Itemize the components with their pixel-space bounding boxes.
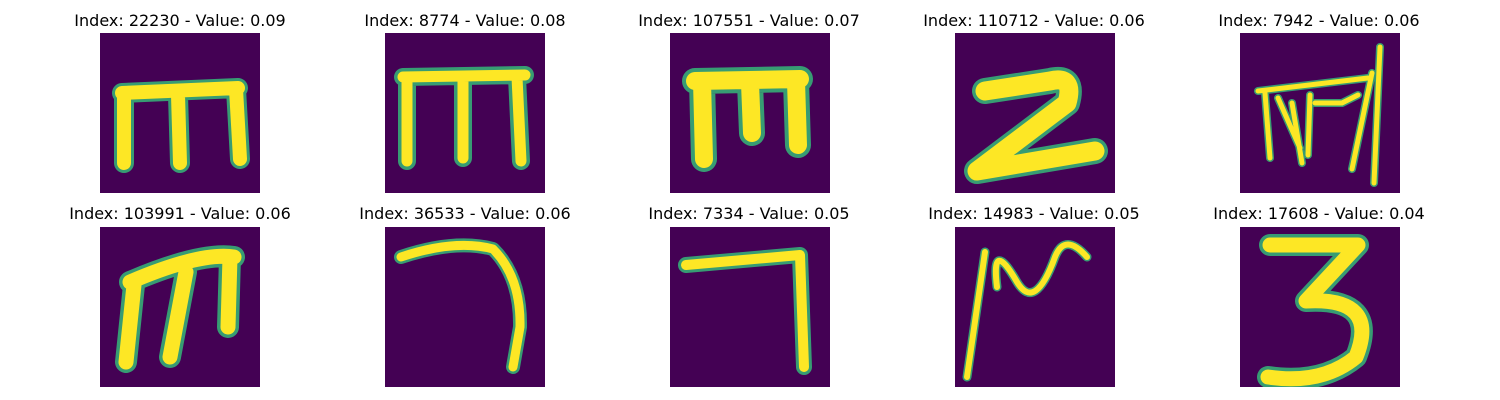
- panel-title: Index: 103991 - Value: 0.06: [69, 204, 291, 223]
- image-panel: [100, 33, 260, 193]
- panel-title: Index: 22230 - Value: 0.09: [74, 11, 286, 30]
- handwritten-3-image: [1257, 234, 1373, 387]
- image-panel: [670, 33, 830, 193]
- image-panel: [385, 227, 545, 387]
- panel-title: Index: 36533 - Value: 0.06: [359, 204, 571, 223]
- handwritten-7-image: [678, 247, 812, 375]
- panel-title: Index: 8774 - Value: 0.08: [364, 11, 566, 30]
- handwritten-n-image: [962, 240, 1092, 382]
- handwritten-m-image: [112, 78, 250, 173]
- panel-title: Index: 7942 - Value: 0.06: [1218, 11, 1420, 30]
- panel-title: Index: 14983 - Value: 0.05: [928, 204, 1140, 223]
- image-panel: [955, 227, 1115, 387]
- panel-title: Index: 7334 - Value: 0.05: [648, 204, 850, 223]
- panel-title: Index: 107551 - Value: 0.07: [638, 11, 860, 30]
- image-panel: [670, 227, 830, 387]
- image-panel: [1240, 227, 1400, 387]
- handwritten-m-image: [394, 66, 534, 170]
- handwritten-7-image: [394, 238, 528, 374]
- handwritten-m-image: [682, 66, 813, 172]
- image-panel: [385, 33, 545, 193]
- scribbled-m-image: [1254, 43, 1384, 187]
- handwritten-2-image: [964, 67, 1108, 184]
- image-panel: [955, 33, 1115, 193]
- image-panel: [1240, 33, 1400, 193]
- handwritten-m-image: [115, 245, 245, 373]
- panel-title: Index: 110712 - Value: 0.06: [923, 11, 1145, 30]
- image-panel: [100, 227, 260, 387]
- panel-title: Index: 17608 - Value: 0.04: [1213, 204, 1425, 223]
